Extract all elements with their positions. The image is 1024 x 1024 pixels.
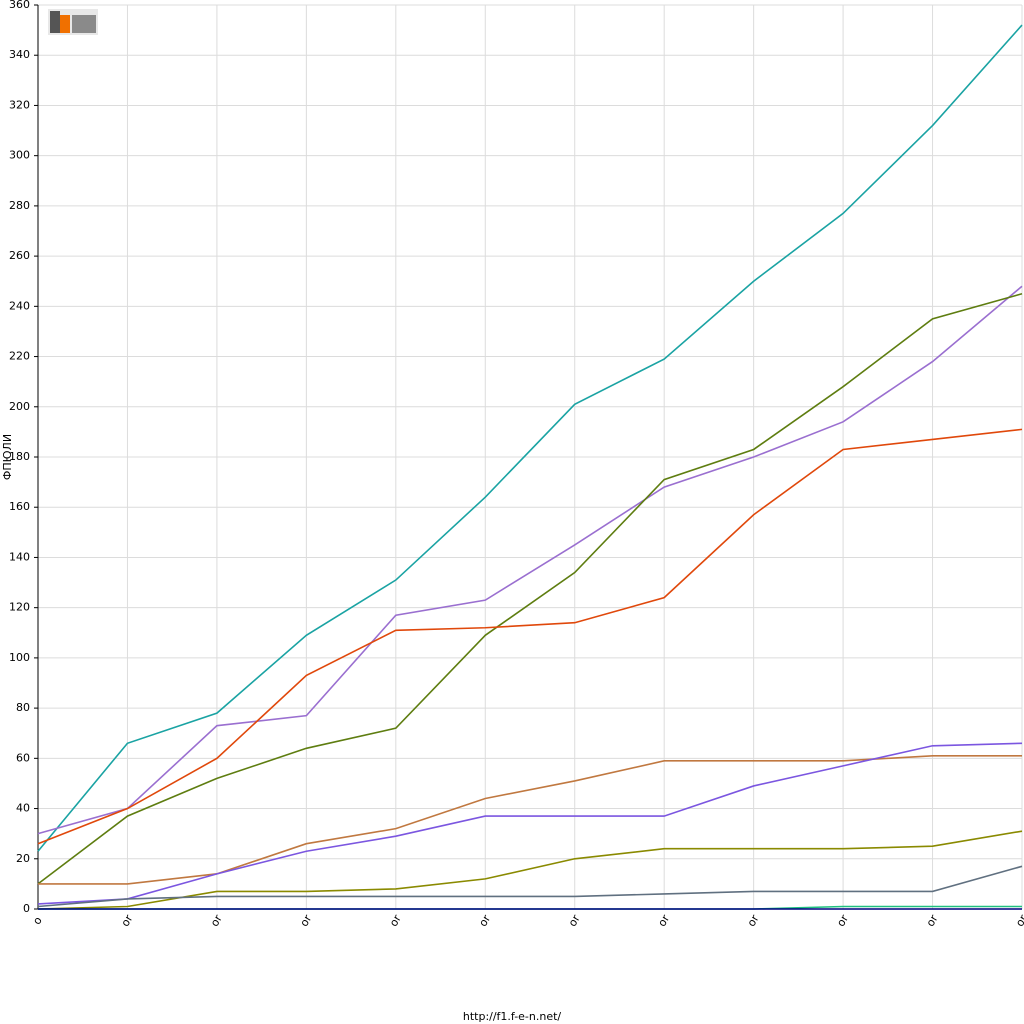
y-tick-label: 20 xyxy=(16,852,30,865)
series-line xyxy=(37,24,1023,852)
y-tick-label: 60 xyxy=(16,751,30,764)
x-tick-label: or xyxy=(655,912,672,929)
logo xyxy=(48,9,98,35)
y-tick-label: 120 xyxy=(9,601,30,614)
y-tick-label: 40 xyxy=(16,802,30,815)
x-tick-label: or xyxy=(745,912,762,929)
series-line xyxy=(37,428,1023,845)
logo-part xyxy=(50,11,60,33)
y-tick-label: 200 xyxy=(9,400,30,413)
x-tick-label: or xyxy=(387,912,404,929)
series-line xyxy=(37,865,1023,908)
y-tick-label: 320 xyxy=(9,98,30,111)
footer: http://f1.f-e-n.net/ xyxy=(463,1010,562,1023)
x-tick-label: or xyxy=(834,912,851,929)
y-tick-label: 180 xyxy=(9,450,30,463)
x-tick-label: or xyxy=(119,912,136,929)
series-line xyxy=(38,755,1022,885)
x-tick-label: or xyxy=(208,912,225,929)
x-tick-label: or xyxy=(297,912,314,929)
y-tick-label: 140 xyxy=(9,550,30,563)
y-tick-label: 360 xyxy=(9,0,30,11)
logo-part xyxy=(72,15,96,33)
x-tick-label: or xyxy=(1013,912,1024,929)
x-tick-label: or xyxy=(924,912,941,929)
y-tick-label: 160 xyxy=(9,500,30,513)
y-tick-label: 280 xyxy=(9,199,30,212)
y-tick-label: 240 xyxy=(9,299,30,312)
y-tick-label: 220 xyxy=(9,350,30,363)
y-tick-label: 300 xyxy=(9,149,30,162)
y-tick-label: 100 xyxy=(9,651,30,664)
series-line xyxy=(37,742,1023,905)
x-tick-label: or xyxy=(476,912,493,929)
y-axis-label: ФПЮЛИ xyxy=(1,434,14,480)
series-line xyxy=(37,285,1023,835)
x-tick-label: or xyxy=(566,912,583,929)
series-line xyxy=(37,830,1023,910)
y-tick-label: 340 xyxy=(9,48,30,61)
y-tick-label: 0 xyxy=(23,902,30,915)
x-tick-label: o xyxy=(30,914,45,927)
series-line xyxy=(37,293,1023,885)
y-tick-label: 260 xyxy=(9,249,30,262)
y-tick-label: 80 xyxy=(16,701,30,714)
logo-part xyxy=(60,15,70,33)
